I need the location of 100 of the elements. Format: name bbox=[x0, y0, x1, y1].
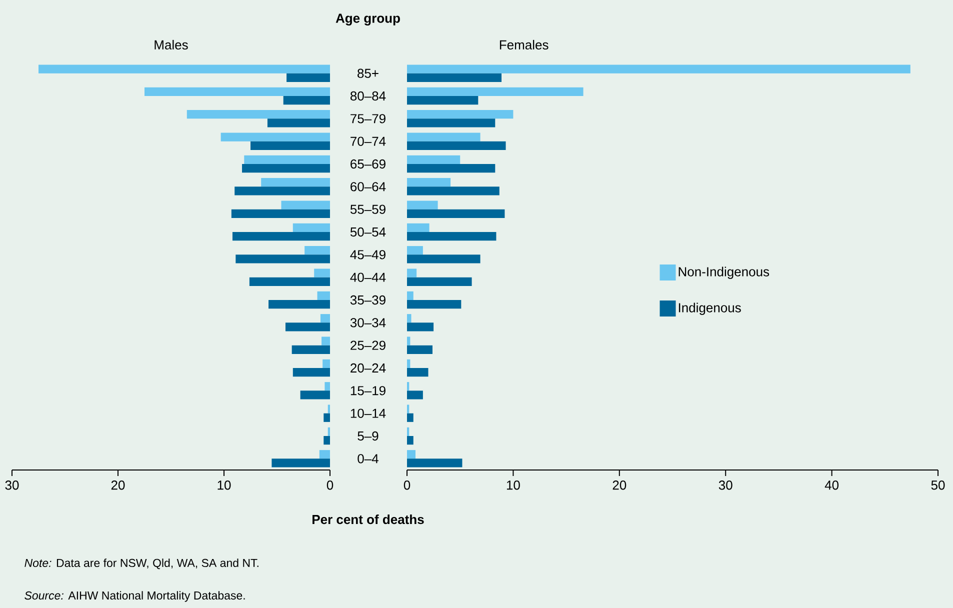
y-tick-label: 0–4 bbox=[358, 454, 378, 464]
bar bbox=[407, 336, 410, 346]
bar bbox=[407, 232, 496, 241]
bar bbox=[292, 368, 330, 377]
chart-title: Males bbox=[154, 40, 188, 50]
bar bbox=[407, 436, 414, 445]
x-tick-label: 0 bbox=[404, 480, 410, 490]
x-tick-label: 10 bbox=[506, 480, 520, 490]
text: Source: AIHW National Mortality Database. bbox=[24, 591, 245, 602]
y-tick-label: 60–64 bbox=[350, 182, 386, 192]
bar bbox=[242, 164, 330, 173]
bar bbox=[317, 291, 330, 300]
bar bbox=[324, 413, 330, 422]
x-tick-label: 40 bbox=[824, 480, 839, 490]
x-axis-title: Per cent of deaths bbox=[312, 514, 424, 524]
bar bbox=[407, 314, 412, 323]
bar bbox=[407, 200, 438, 210]
bar bbox=[407, 300, 462, 309]
bar bbox=[236, 254, 330, 264]
bar bbox=[407, 110, 514, 119]
y-tick-label: 65–69 bbox=[350, 159, 386, 169]
bar bbox=[322, 359, 330, 368]
bar bbox=[249, 277, 330, 286]
bar bbox=[232, 232, 330, 241]
y-axis-title: Age group bbox=[336, 14, 400, 26]
bar bbox=[407, 73, 502, 82]
y-tick-label: 70–74 bbox=[350, 136, 386, 146]
bar bbox=[220, 132, 330, 142]
bar bbox=[267, 118, 330, 128]
bar bbox=[324, 436, 330, 445]
bar bbox=[244, 155, 330, 164]
bar bbox=[407, 291, 414, 300]
x-tick-label: 50 bbox=[931, 480, 945, 490]
bar bbox=[407, 345, 432, 354]
y-tick-label: 10–14 bbox=[350, 408, 386, 418]
bar bbox=[407, 246, 423, 255]
y-tick-label: 45–49 bbox=[350, 250, 386, 260]
bar bbox=[144, 87, 330, 96]
y-tick-label: 30–34 bbox=[350, 318, 386, 328]
bar bbox=[234, 186, 330, 196]
bar bbox=[407, 132, 480, 142]
x-tick-label: 30 bbox=[5, 480, 19, 490]
y-tick-label: 40–44 bbox=[350, 272, 386, 282]
chart-title: Females bbox=[500, 40, 548, 50]
bar bbox=[407, 87, 584, 96]
bar bbox=[407, 322, 434, 332]
bar bbox=[407, 155, 460, 164]
y-tick-label: 75–79 bbox=[350, 114, 386, 124]
bar bbox=[300, 390, 330, 400]
x-tick-label: 20 bbox=[612, 480, 626, 490]
bar bbox=[292, 223, 330, 232]
bar bbox=[407, 118, 496, 128]
bar bbox=[322, 336, 330, 346]
y-tick-label: 15–19 bbox=[350, 386, 386, 396]
bar bbox=[407, 209, 505, 218]
bar bbox=[319, 450, 330, 459]
bar bbox=[186, 110, 330, 119]
bar bbox=[304, 246, 330, 255]
y-tick-label: 85+ bbox=[358, 68, 378, 78]
bar bbox=[407, 64, 910, 74]
y-tick-label: 20–24 bbox=[350, 363, 386, 373]
y-tick-label: 35–39 bbox=[350, 295, 386, 305]
bar bbox=[324, 382, 330, 391]
bar bbox=[285, 322, 330, 332]
y-tick-label: 80–84 bbox=[350, 91, 386, 101]
bar bbox=[320, 314, 330, 323]
text: Note: Data are for NSW, Qld, WA, SA and NT. bbox=[24, 558, 258, 570]
bar bbox=[407, 359, 410, 368]
bar bbox=[407, 368, 428, 377]
x-tick-label: 30 bbox=[718, 480, 732, 490]
bar bbox=[407, 277, 472, 286]
bar bbox=[272, 458, 330, 468]
bar bbox=[231, 209, 330, 218]
legend-label: Non-Indigenous bbox=[678, 266, 770, 279]
bar bbox=[286, 73, 330, 82]
bar bbox=[407, 458, 462, 468]
bar bbox=[283, 96, 330, 105]
x-tick-label: 10 bbox=[218, 480, 231, 490]
bar bbox=[407, 413, 414, 422]
bar bbox=[407, 268, 417, 278]
legend-label: Indigenous bbox=[678, 302, 741, 315]
bar bbox=[407, 186, 500, 196]
bar bbox=[281, 200, 330, 210]
x-tick-label: 0 bbox=[326, 480, 334, 490]
bar bbox=[268, 300, 330, 309]
y-tick-label: 55–59 bbox=[350, 204, 386, 214]
x-tick-label: 20 bbox=[111, 480, 125, 490]
y-tick-label: 5–9 bbox=[358, 431, 378, 441]
bar bbox=[38, 64, 330, 74]
bar bbox=[314, 268, 330, 278]
bar bbox=[250, 141, 330, 150]
bar bbox=[407, 164, 496, 173]
bar bbox=[407, 141, 506, 150]
bar bbox=[407, 96, 478, 105]
bar bbox=[407, 178, 451, 187]
bar bbox=[407, 450, 416, 459]
bar bbox=[407, 254, 480, 264]
bar bbox=[407, 223, 430, 232]
bar bbox=[261, 178, 330, 187]
bar bbox=[292, 345, 330, 354]
